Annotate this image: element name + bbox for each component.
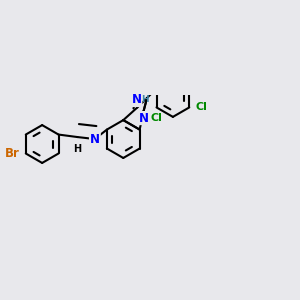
Text: Cl: Cl [195, 102, 207, 112]
Text: Br: Br [4, 147, 19, 160]
Text: Cl: Cl [151, 113, 162, 123]
Text: H: H [74, 143, 82, 154]
Text: N: N [90, 133, 100, 146]
Text: H: H [141, 95, 149, 104]
Text: N: N [139, 112, 149, 124]
Text: N: N [132, 94, 142, 106]
Text: Br: Br [4, 147, 19, 160]
